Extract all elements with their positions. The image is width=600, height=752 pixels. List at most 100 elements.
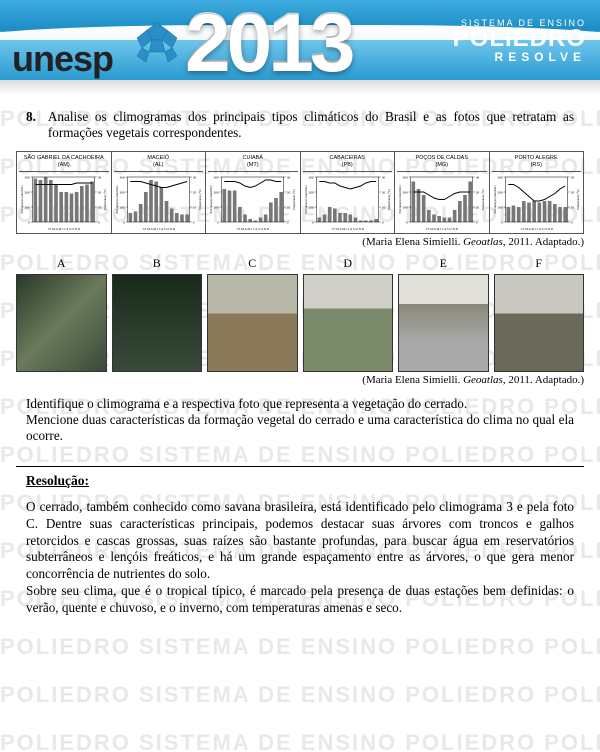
photo-thumbnail (303, 274, 394, 372)
svg-text:Precipitação (mm/mês): Precipitação (mm/mês) (114, 186, 118, 214)
svg-text:Temperatura (°C): Temperatura (°C) (103, 189, 107, 210)
poliedro-logo-block: SISTEMA DE ENSINO POLIEDRO RESOLVE (453, 18, 586, 64)
svg-text:Temperatura (°C): Temperatura (°C) (575, 189, 579, 210)
climogram-title: SÃO GABRIEL DA CACHOEIRA(AM) (19, 155, 109, 172)
photo-thumbnail (16, 274, 107, 372)
svg-text:200: 200 (119, 191, 125, 195)
climogram-chart: 00100102002030030J F M A M J J A S O N D… (114, 175, 204, 231)
unesp-brand: unesp (12, 38, 113, 80)
climogram-cell: MACEIÓ(AL)00100102002030030J F M A M J J… (112, 152, 207, 233)
svg-text:Precipitação (mm/mês): Precipitação (mm/mês) (492, 186, 496, 214)
climogram-row: SÃO GABRIEL DA CACHOEIRA(AM)001001020020… (16, 151, 584, 234)
svg-text:10: 10 (570, 206, 574, 210)
svg-text:30: 30 (476, 176, 480, 180)
photo-thumbnail (207, 274, 298, 372)
svg-text:Precipitação (mm/mês): Precipitação (mm/mês) (303, 186, 307, 214)
svg-text:0: 0 (381, 221, 383, 225)
page-content: 8. Analise os climogramas dos principais… (0, 95, 600, 617)
svg-text:300: 300 (403, 176, 409, 180)
svg-text:0: 0 (123, 221, 125, 225)
climogram-chart: 00100102002030030J F M A M J J A S O N D… (397, 175, 487, 231)
svg-text:300: 300 (25, 176, 31, 180)
svg-text:20: 20 (476, 191, 480, 195)
climogram-cell: PORTO ALEGRE(RS)00100102002030030J F M A… (490, 152, 584, 233)
svg-text:Temperatura (°C): Temperatura (°C) (481, 189, 485, 210)
photo-thumbnail (494, 274, 585, 372)
photo-label: A (16, 256, 107, 271)
svg-text:0: 0 (501, 221, 503, 225)
svg-text:Temperatura (°C): Temperatura (°C) (197, 189, 201, 210)
resolution-paragraph-2: Sobre seu clima, que é o tropical típico… (26, 583, 574, 617)
svg-text:200: 200 (25, 191, 31, 195)
svg-text:10: 10 (192, 206, 196, 210)
photo-cell: E (398, 256, 489, 372)
photo-cell: A (16, 256, 107, 372)
svg-text:J F M A M J J A S O N D: J F M A M J J A S O N D (425, 227, 458, 231)
climogram-chart: 00100102002030030J F M A M J J A S O N D… (208, 175, 298, 231)
svg-text:0: 0 (570, 221, 572, 225)
photo-label: B (112, 256, 203, 271)
svg-text:0: 0 (28, 221, 30, 225)
photo-cell: C (207, 256, 298, 372)
svg-text:J F M A M J J A S O N D: J F M A M J J A S O N D (520, 227, 553, 231)
photo-label: D (303, 256, 394, 271)
photo-credits: (Maria Elena Simielli. Geoatlas, 2011. A… (26, 374, 584, 386)
climogram-title: CUIABÁ(MT) (208, 155, 298, 172)
question-number: 8. (26, 109, 36, 141)
svg-text:20: 20 (287, 191, 291, 195)
svg-text:20: 20 (98, 191, 102, 195)
svg-text:30: 30 (287, 176, 291, 180)
climogram-cell: CUIABÁ(MT)00100102002030030J F M A M J J… (206, 152, 301, 233)
svg-text:J F M A M J J A S O N D: J F M A M J J A S O N D (142, 227, 175, 231)
svg-text:100: 100 (403, 206, 409, 210)
svg-text:J F M A M J J A S O N D: J F M A M J J A S O N D (47, 227, 80, 231)
photo-label: E (398, 256, 489, 271)
photo-row: ABCDEF (16, 256, 584, 372)
svg-text:J F M A M J J A S O N D: J F M A M J J A S O N D (331, 227, 364, 231)
svg-text:20: 20 (381, 191, 385, 195)
svg-text:Temperatura (°C): Temperatura (°C) (292, 189, 296, 210)
resolution-body: O cerrado, também conhecido como savana … (26, 499, 574, 617)
svg-text:300: 300 (308, 176, 314, 180)
svg-text:0: 0 (287, 221, 289, 225)
svg-text:0: 0 (476, 221, 478, 225)
svg-text:10: 10 (98, 206, 102, 210)
svg-text:Precipitação (mm/mês): Precipitação (mm/mês) (20, 186, 24, 214)
svg-text:200: 200 (214, 191, 220, 195)
svg-text:Precipitação (mm/mês): Precipitação (mm/mês) (398, 186, 402, 214)
climogram-title: PORTO ALEGRE(RS) (492, 155, 582, 172)
poliedro-tagline-bottom: RESOLVE (453, 50, 586, 64)
svg-text:30: 30 (381, 176, 385, 180)
question-instructions: Identifique o climograma e a respectiva … (26, 396, 574, 444)
climogram-cell: CABACEIRAS(PB)00100102002030030J F M A M… (301, 152, 396, 233)
photo-cell: F (494, 256, 585, 372)
svg-text:300: 300 (497, 176, 503, 180)
svg-text:100: 100 (119, 206, 125, 210)
question-text: Analise os climogramas dos principais ti… (48, 109, 574, 141)
svg-text:200: 200 (497, 191, 503, 195)
climogram-chart: 00100102002030030J F M A M J J A S O N D… (492, 175, 582, 231)
page-header: unesp 2013 SISTEMA DE ENSINO POLIEDRO RE… (0, 0, 600, 95)
section-divider (16, 466, 584, 467)
photo-cell: B (112, 256, 203, 372)
svg-text:30: 30 (98, 176, 102, 180)
climogram-credits: (Maria Elena Simielli. Geoatlas, 2011. A… (26, 236, 584, 248)
climogram-chart: 00100102002030030J F M A M J J A S O N D… (19, 175, 109, 231)
svg-text:10: 10 (287, 206, 291, 210)
svg-text:30: 30 (570, 176, 574, 180)
svg-text:10: 10 (381, 206, 385, 210)
svg-text:100: 100 (308, 206, 314, 210)
exam-year: 2013 (185, 0, 351, 89)
svg-text:0: 0 (312, 221, 314, 225)
poliedro-brand: POLIEDRO (453, 28, 586, 50)
svg-text:300: 300 (119, 176, 125, 180)
svg-text:300: 300 (214, 176, 220, 180)
climogram-chart: 00100102002030030J F M A M J J A S O N D… (303, 175, 393, 231)
instruction-line-2: Mencione duas características da formaçã… (26, 412, 574, 444)
photo-thumbnail (112, 274, 203, 372)
photo-label: C (207, 256, 298, 271)
resolution-paragraph-1: O cerrado, também conhecido como savana … (26, 499, 574, 583)
instruction-line-1: Identifique o climograma e a respectiva … (26, 396, 574, 412)
svg-text:100: 100 (25, 206, 31, 210)
photo-label: F (494, 256, 585, 271)
